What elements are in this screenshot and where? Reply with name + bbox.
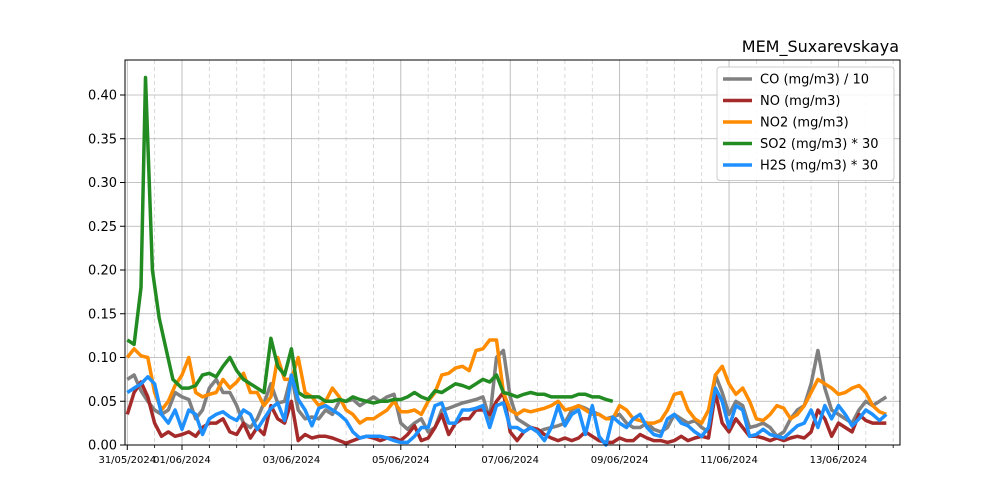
- legend-box: [716, 66, 895, 181]
- axes: 0.00 0.05 0.10 0.15 0.20 0.25 0.30 0.35 0.40 31/0…: [88, 59, 901, 466]
- y-tick-label: 0.25: [88, 220, 117, 235]
- x-tick-label: 01/06/2024: [153, 455, 211, 466]
- y-tick-label: 0.10: [88, 351, 117, 366]
- x-tick-label: 09/06/2024: [591, 455, 649, 466]
- y-tick-label: 0.15: [88, 307, 117, 322]
- y-tick-label: 0.00: [88, 439, 117, 454]
- x-tick-label: 31/05/2024: [98, 455, 156, 466]
- legend-label-no2-mg-m3: NO2 (mg/m3): [760, 116, 849, 131]
- chart-title: MEM_Suxarevskaya: [742, 37, 899, 57]
- plot-frame: [124, 59, 901, 446]
- series-line-no2-mg-m3: [125, 338, 887, 425]
- y-tick-label: 0.40: [88, 89, 117, 104]
- y-tick-label: 0.35: [88, 132, 117, 147]
- x-tick-label: 03/06/2024: [263, 455, 321, 466]
- legend-label-h2s-mg-m3-30: H2S (mg/m3) * 30: [760, 159, 878, 174]
- legend-label-co-mg-m3-10: CO (mg/m3) / 10: [760, 73, 869, 88]
- x-tick-label: 11/06/2024: [700, 455, 758, 466]
- x-tick-label: 13/06/2024: [810, 455, 868, 466]
- x-tick-label: 07/06/2024: [481, 455, 539, 466]
- series-lines: [125, 75, 888, 447]
- y-tick-label: 0.30: [88, 176, 117, 191]
- legend-label-so2-mg-m3-30: SO2 (mg/m3) * 30: [760, 137, 879, 152]
- series-line-so2-mg-m3-30: [126, 75, 614, 405]
- x-tick-label: 05/06/2024: [372, 455, 430, 466]
- y-tick-label: 0.20: [88, 264, 117, 279]
- y-tick-label: 0.05: [88, 395, 117, 410]
- series-line-h2s-mg-m3-30: [126, 373, 888, 447]
- legend: CO (mg/m3) / 10 NO (mg/m3) NO2 (mg/m3) SO2 …: [716, 66, 895, 181]
- legend-label-no-mg-m3: NO (mg/m3): [760, 94, 840, 109]
